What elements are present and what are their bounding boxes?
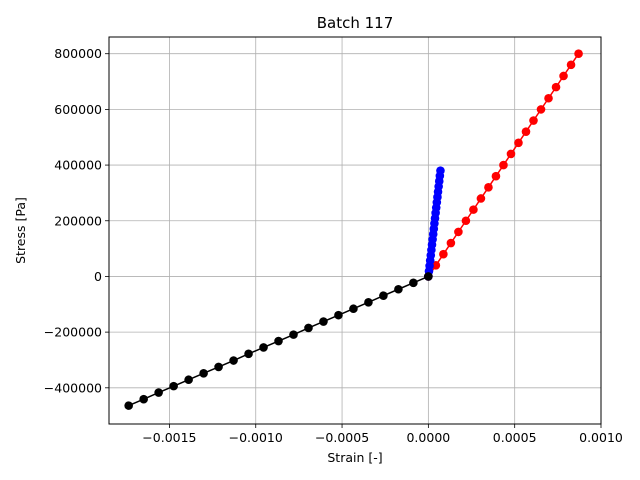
- data-point: [484, 183, 493, 192]
- y-tick-label: 0: [94, 269, 102, 284]
- x-tick-label: 0.0010: [579, 430, 623, 445]
- data-point: [476, 194, 486, 203]
- data-point: [304, 323, 313, 333]
- data-point: [319, 317, 328, 326]
- data-point: [199, 369, 208, 378]
- data-point: [124, 401, 133, 410]
- data-point: [244, 349, 253, 359]
- data-point: [169, 381, 178, 391]
- x-tick-label: −0.0005: [315, 430, 369, 445]
- data-point: [499, 160, 508, 170]
- data-point: [394, 284, 403, 294]
- data-point: [536, 105, 546, 114]
- data-point: [436, 166, 445, 175]
- data-point: [349, 304, 358, 314]
- x-tick-label: −0.0015: [142, 430, 196, 445]
- y-tick-label: 800000: [54, 46, 102, 61]
- plot-frame: [108, 36, 602, 425]
- data-point: [154, 388, 163, 397]
- data-point: [574, 49, 583, 59]
- data-point: [529, 116, 538, 125]
- y-tick-label: 200000: [54, 213, 102, 228]
- data-point: [184, 375, 193, 385]
- data-point: [334, 310, 343, 320]
- data-point: [214, 362, 223, 372]
- data-point: [544, 93, 553, 103]
- data-point: [439, 249, 448, 259]
- y-tick-label: 400000: [54, 158, 102, 173]
- series-black: [124, 272, 433, 410]
- data-point: [461, 216, 471, 226]
- data-point: [139, 394, 148, 404]
- chart-title: Batch 117: [317, 14, 394, 32]
- data-point: [229, 356, 238, 365]
- data-point: [289, 330, 298, 339]
- data-point: [259, 343, 268, 352]
- series-layer: [124, 49, 583, 410]
- data-point: [559, 71, 568, 81]
- data-point: [409, 278, 418, 288]
- data-point: [446, 238, 456, 248]
- x-tick-label: −0.0010: [229, 430, 283, 445]
- y-tick-label: −200000: [44, 325, 102, 340]
- series-red: [424, 49, 583, 281]
- ticks: −0.0015 −0.0010 −0.0005 0.0000 0.0005 0.0010 −…: [44, 46, 623, 445]
- x-axis-label: Strain [-]: [327, 450, 382, 465]
- y-tick-label: −400000: [44, 380, 102, 395]
- data-point: [379, 291, 388, 300]
- data-point: [454, 227, 463, 237]
- data-point: [514, 138, 523, 148]
- data-point: [274, 336, 283, 346]
- x-tick-label: 0.0005: [493, 430, 537, 445]
- data-point: [521, 127, 531, 136]
- data-point: [431, 261, 441, 270]
- data-point: [491, 171, 501, 181]
- data-point: [551, 82, 561, 92]
- data-point: [506, 149, 516, 159]
- data-point: [469, 205, 478, 214]
- x-tick-label: 0.0000: [406, 430, 450, 445]
- y-axis-label: Stress [Pa]: [13, 197, 28, 264]
- data-point: [424, 272, 433, 281]
- data-point: [364, 298, 373, 307]
- data-point: [566, 60, 576, 70]
- y-tick-label: 600000: [54, 102, 102, 117]
